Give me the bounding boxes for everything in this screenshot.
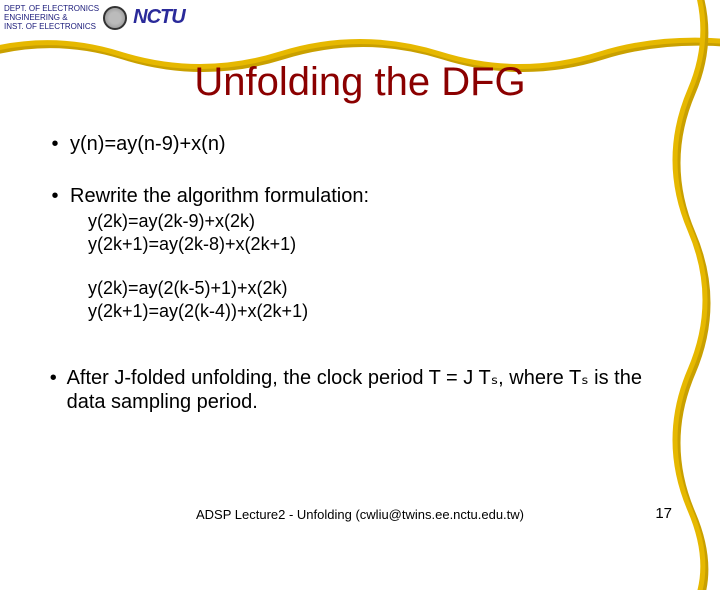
slide-title: Unfolding the DFG bbox=[0, 60, 720, 105]
slide-footer: ADSP Lecture2 - Unfolding (cwliu@twins.e… bbox=[0, 507, 720, 522]
slide-content: • y(n)=ay(n-9)+x(n) • Rewrite the algori… bbox=[48, 132, 650, 414]
bullet-marker-icon: • bbox=[48, 366, 59, 390]
bullet-item: • After J-folded unfolding, the clock pe… bbox=[48, 366, 650, 414]
page-number: 17 bbox=[655, 505, 672, 522]
sub-line: y(2k+1)=ay(2k-8)+x(2k+1) bbox=[88, 233, 650, 256]
sub-line: y(2k)=ay(2k-9)+x(2k) bbox=[88, 210, 650, 233]
bullet-item: • y(n)=ay(n-9)+x(n) bbox=[48, 132, 650, 156]
footer-text: ADSP Lecture2 - Unfolding (cwliu@twins.e… bbox=[196, 507, 524, 522]
bullet-text: Rewrite the algorithm formulation: bbox=[70, 184, 369, 208]
sub-line: y(2k+1)=ay(2(k-4))+x(2k+1) bbox=[88, 300, 650, 323]
bullet-marker-icon: • bbox=[48, 132, 62, 156]
bullet-text: y(n)=ay(n-9)+x(n) bbox=[70, 132, 226, 156]
dept-line: DEPT. of ELECTRONICS bbox=[4, 4, 99, 13]
dept-text: DEPT. of ELECTRONICS ENGINEERING & INST.… bbox=[4, 4, 99, 31]
sub-line-group: y(2k)=ay(2k-9)+x(2k) y(2k+1)=ay(2k-8)+x(… bbox=[88, 210, 650, 255]
bullet-text: After J-folded unfolding, the clock peri… bbox=[67, 366, 650, 414]
sub-line: y(2k)=ay(2(k-5)+1)+x(2k) bbox=[88, 277, 650, 300]
sub-line-group: y(2k)=ay(2(k-5)+1)+x(2k) y(2k+1)=ay(2(k-… bbox=[88, 277, 650, 322]
dept-logo-icon bbox=[103, 6, 127, 30]
bullet-marker-icon: • bbox=[48, 184, 62, 208]
slide-header: DEPT. of ELECTRONICS ENGINEERING & INST.… bbox=[4, 4, 185, 31]
dept-line: INST. of ELECTRONICS bbox=[4, 22, 99, 31]
bullet-item: • Rewrite the algorithm formulation: bbox=[48, 184, 650, 208]
org-label: NCTU bbox=[133, 6, 185, 29]
dept-line: ENGINEERING & bbox=[4, 13, 99, 22]
